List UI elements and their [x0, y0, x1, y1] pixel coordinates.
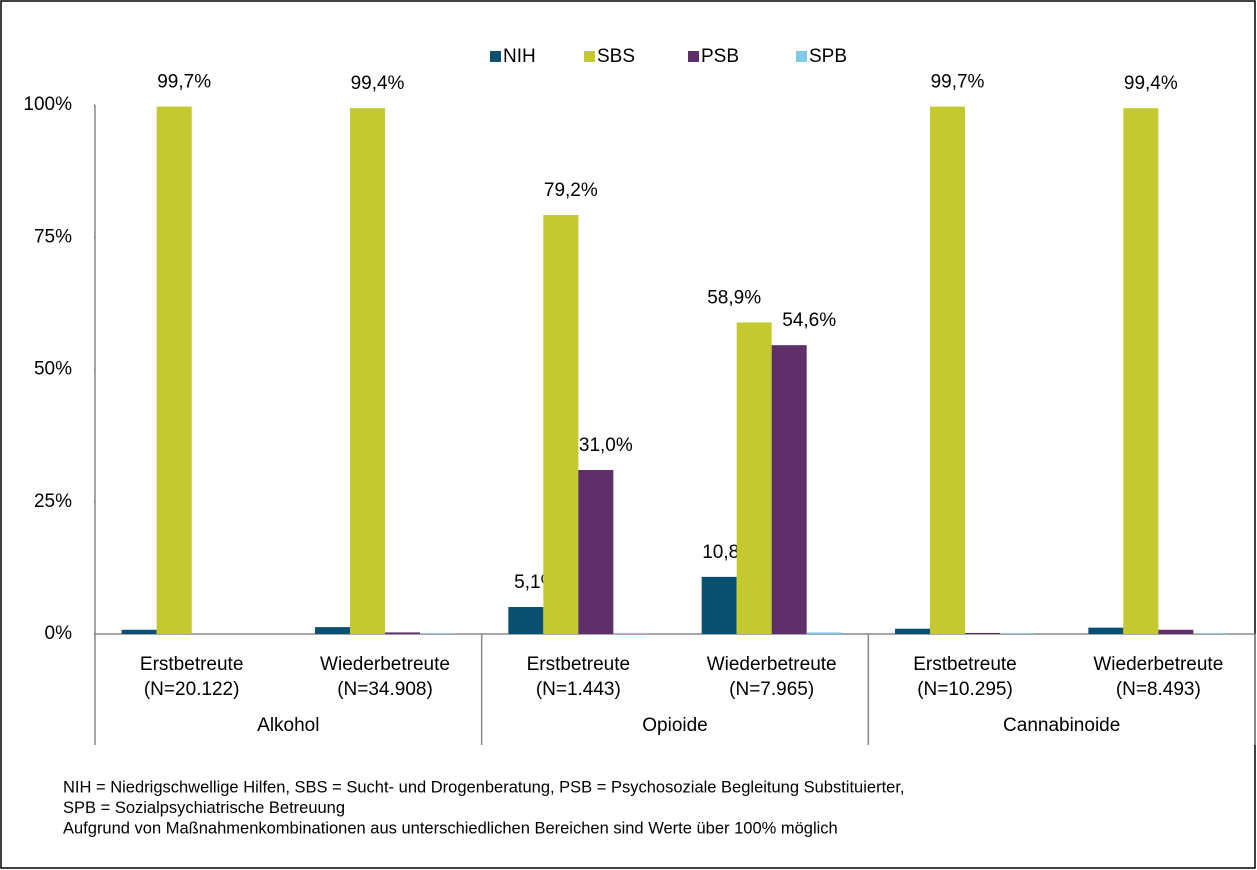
group-label: Alkohol — [257, 715, 319, 736]
legend-swatch — [688, 51, 699, 62]
x-tick-label: Wiederbetreute — [320, 654, 450, 675]
bar — [613, 632, 649, 634]
bar — [1193, 633, 1229, 634]
x-tick-label: (N=34.908) — [337, 679, 433, 700]
x-tick-label: Erstbetreute — [913, 654, 1017, 675]
note: Aufgrund von Maßnahmenkombinationen aus … — [63, 819, 838, 837]
data-label: 79,2% — [544, 180, 598, 201]
legend-swatch — [796, 51, 807, 62]
bar — [965, 632, 1000, 634]
bar — [385, 632, 420, 634]
bar — [771, 345, 807, 634]
bar — [315, 627, 350, 634]
y-tick-label: 100% — [23, 94, 72, 115]
bar — [1088, 627, 1124, 634]
bar — [121, 629, 157, 634]
x-tick-label: (N=7.965) — [729, 679, 814, 700]
bar — [736, 322, 772, 634]
x-tick-label: Erstbetreute — [140, 654, 244, 675]
legend-label: SPB — [809, 46, 847, 67]
note: SPB = Sozialpsychiatrische Betreuung — [63, 799, 345, 817]
legend-label: SBS — [597, 46, 635, 67]
data-label: 99,4% — [1124, 73, 1178, 94]
data-label: 58,9% — [707, 287, 761, 308]
data-label: 99,7% — [931, 72, 985, 93]
x-tick-label: Wiederbetreute — [1093, 654, 1223, 675]
y-tick-label: 75% — [34, 226, 72, 247]
bar — [806, 632, 842, 634]
group-label: Opioide — [642, 715, 708, 736]
y-tick-label: 50% — [34, 359, 72, 380]
bar — [930, 106, 965, 635]
data-label: 99,4% — [351, 73, 405, 94]
legend-label: NIH — [503, 46, 536, 67]
y-tick-label: 25% — [34, 491, 72, 512]
data-label: 99,7% — [157, 72, 211, 93]
bar — [1000, 633, 1035, 634]
x-tick-label: (N=1.443) — [536, 679, 621, 700]
x-tick-label: (N=10.295) — [917, 679, 1013, 700]
bar — [543, 215, 579, 635]
bar — [895, 628, 930, 634]
bar — [350, 108, 385, 634]
note: NIH = Niedrigschwellige Hilfen, SBS = Su… — [63, 778, 905, 796]
data-label: 54,6% — [782, 310, 836, 331]
bar — [1158, 629, 1194, 634]
bar — [156, 106, 192, 635]
bar — [701, 576, 737, 634]
bar — [508, 607, 544, 634]
x-tick-label: (N=8.493) — [1116, 679, 1201, 700]
data-label: 31,0% — [579, 435, 633, 456]
x-tick-label: (N=20.122) — [144, 679, 240, 700]
group-label: Cannabinoide — [1003, 715, 1120, 736]
legend-label: PSB — [701, 46, 739, 67]
x-tick-label: Wiederbetreute — [707, 654, 837, 675]
x-tick-label: Erstbetreute — [527, 654, 631, 675]
bar — [578, 470, 614, 634]
bar — [420, 633, 455, 634]
bar — [1123, 108, 1159, 634]
y-tick-label: 0% — [45, 623, 73, 644]
legend-swatch — [584, 51, 595, 62]
legend-swatch — [490, 51, 501, 62]
